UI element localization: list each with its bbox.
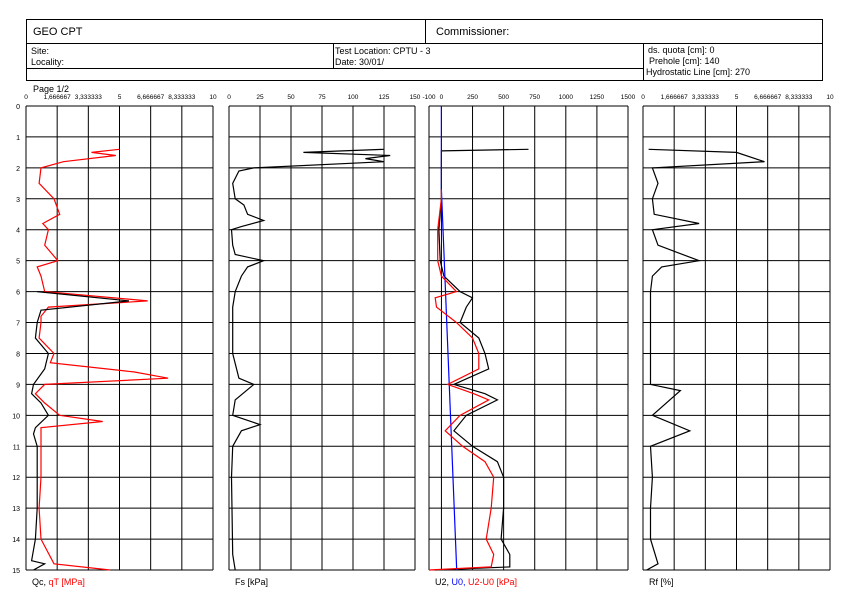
test-date: Date: 30/01/	[335, 57, 385, 67]
panel-qc-qt: 0 1,666667 3,333333 5 6,666667 8,333333 10 Qc, …	[24, 94, 217, 587]
panel-fs: 0 25 50 75 100 125 150 Fs [kPa]	[227, 94, 421, 587]
x-tick-label: 75	[318, 94, 326, 101]
depth-tick-label: 5	[16, 259, 20, 266]
x-tick-label: 125	[379, 94, 390, 101]
depth-tick-label: 1	[16, 135, 20, 142]
page-number: Page 1/2	[33, 84, 70, 94]
x-tick-label: 50	[287, 94, 295, 101]
x-tick-label: 1500	[621, 94, 636, 101]
x-tick-label: 3,333333	[75, 94, 102, 101]
axis-label: Qc, qT [MPa]	[32, 577, 85, 587]
ds-quota: ds. quota [cm]: 0	[648, 45, 715, 55]
axis-label: Fs [kPa]	[235, 577, 268, 587]
depth-tick-label: 7	[16, 321, 20, 328]
axis-label-part: Rf [%]	[649, 577, 674, 587]
test-location: Test Location: CPTU - 3	[335, 46, 431, 56]
locality-label: Locality:	[31, 57, 65, 67]
report-title: GEO CPT	[33, 26, 83, 38]
depth-tick-label: 11	[13, 444, 20, 451]
hydrostatic-line: Hydrostatic Line [cm]: 270	[646, 67, 751, 77]
x-tick-label: 8,333333	[785, 94, 812, 101]
axis-label-part: U0,	[449, 577, 466, 587]
x-tick-label: 6,666667	[137, 94, 164, 101]
x-tick-label: 25	[256, 94, 264, 101]
series-fs	[230, 148, 391, 571]
series-u0	[440, 106, 458, 571]
prehole: Prehole [cm]: 140	[649, 56, 720, 66]
x-tick-label: 3,333333	[692, 94, 719, 101]
depth-tick-label: 13	[12, 506, 20, 513]
axis-label-part: Fs [kPa]	[235, 577, 268, 587]
depth-tick-label: 9	[16, 382, 20, 389]
x-tick-label: 1250	[590, 94, 605, 101]
x-tick-label: 750	[529, 94, 540, 101]
depth-tick-label: 8	[16, 351, 20, 358]
depth-tick-label: 12	[12, 475, 20, 482]
axis-label-part: U2-U0 [kPa]	[466, 577, 518, 587]
x-tick-label: 5	[118, 94, 122, 101]
series-u2-u0	[428, 189, 495, 571]
series-qc	[30, 291, 129, 571]
depth-tick-label: 0	[16, 104, 20, 111]
series-u2	[435, 148, 529, 571]
header-blank-row	[26, 68, 644, 81]
axis-label-part: U2,	[435, 577, 449, 587]
x-tick-label: 0	[24, 94, 28, 101]
depth-tick-label: 10	[12, 413, 20, 420]
axis-label: Rf [%]	[649, 577, 674, 587]
x-tick-label: 0	[641, 94, 645, 101]
axis-label-part: Qc,	[32, 577, 46, 587]
x-tick-label: 1000	[559, 94, 574, 101]
header-params-box: ds. quota [cm]: 0 Prehole [cm]: 140 Hydr…	[643, 43, 823, 81]
depth-tick-label: 15	[12, 568, 20, 575]
x-tick-label: -100	[422, 94, 435, 101]
site-label: Site:	[31, 46, 50, 56]
panel-rf: 0 1,666667 3,333333 5 6,666667 8,333333 10 Rf […	[641, 94, 834, 587]
x-tick-label: 250	[467, 94, 478, 101]
x-tick-label: 5	[735, 94, 739, 101]
x-tick-label: 6,666667	[754, 94, 781, 101]
x-tick-label: 0	[440, 94, 444, 101]
x-tick-label: 500	[498, 94, 509, 101]
series-rf	[646, 148, 765, 571]
commissioner-label: Commissioner:	[436, 26, 510, 38]
series-qt	[34, 148, 169, 571]
x-tick-label: 1,666667	[44, 94, 71, 101]
x-tick-label: 150	[410, 94, 421, 101]
depth-tick-label: 6	[16, 290, 20, 297]
axis-label-part: qT [MPa]	[46, 577, 85, 587]
x-tick-label: 1,666667	[661, 94, 688, 101]
depth-tick-label: 4	[16, 228, 20, 235]
x-tick-label: 100	[348, 94, 359, 101]
axis-label: U2, U0, U2-U0 [kPa]	[435, 577, 517, 587]
depth-tick-label: 3	[16, 197, 20, 204]
x-tick-label: 0	[227, 94, 231, 101]
x-tick-label: 8,333333	[168, 94, 195, 101]
panel-u2-u0-u2-u0: -100 0 250 500 750 1000 1250 1500 U2, U0, U2-U0 …	[422, 94, 635, 587]
x-tick-label: 10	[826, 94, 834, 101]
depth-tick-label: 2	[16, 166, 20, 173]
depth-tick-label: 14	[12, 537, 20, 544]
x-tick-label: 10	[209, 94, 217, 101]
